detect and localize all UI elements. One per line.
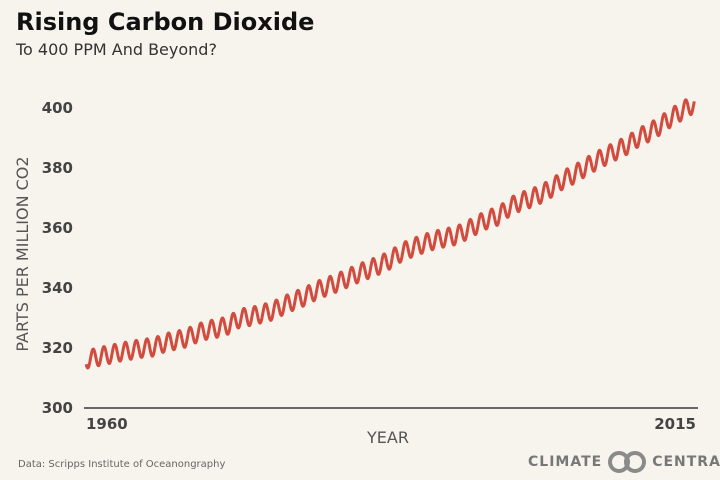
co2-series-line	[84, 98, 696, 370]
y-tick-label: 400	[42, 99, 73, 117]
x-tick-label: 2015	[654, 415, 696, 433]
y-tick-label: 300	[42, 399, 73, 417]
y-tick-label: 360	[42, 219, 73, 237]
y-tick-label: 320	[42, 339, 73, 357]
chart-title: Rising Carbon Dioxide	[16, 8, 315, 36]
x-tick-label: 1960	[86, 415, 128, 433]
y-axis-label: PARTS PER MILLION CO2	[13, 156, 32, 351]
logo-mark-icon	[608, 451, 647, 473]
y-tick-label: 340	[42, 279, 73, 297]
x-axis-label: YEAR	[366, 428, 409, 447]
data-source-note: Data: Scripps Institute of Oceanongraphy	[18, 459, 226, 470]
y-tick-label: 380	[42, 159, 73, 177]
logo-text-right: CENTRAL	[652, 454, 720, 470]
logo-text-left: CLIMATE	[528, 454, 603, 470]
co2-line-chart: 300 320 340 360 380 400 1960 2015 PARTS PER MI…	[13, 98, 698, 447]
climate-central-logo: CLIMATE CENTRAL	[528, 451, 720, 473]
y-axis-ticks: 300 320 340 360 380 400	[42, 99, 73, 417]
x-axis-ticks: 1960 2015	[86, 415, 696, 433]
chart-subtitle: To 400 PPM And Beyond?	[16, 40, 217, 59]
